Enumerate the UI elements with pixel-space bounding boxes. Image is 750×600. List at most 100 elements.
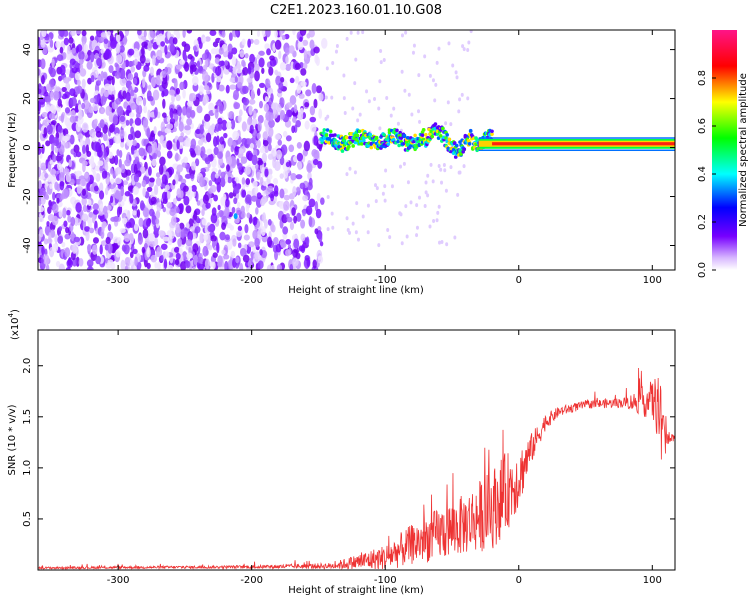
heatmap-cell: [209, 30, 217, 37]
heatmap-cell: [406, 180, 410, 185]
heatmap-cell: [426, 173, 430, 178]
heatmap-cell: [331, 61, 335, 66]
heatmap-cell: [254, 237, 260, 248]
heatmap-cell: [255, 207, 259, 215]
heatmap-cell: [152, 152, 158, 160]
heatmap-cell: [237, 147, 244, 154]
heatmap-cell: [153, 106, 158, 118]
heatmap-cell: [60, 113, 65, 123]
heatmap-cell: [351, 221, 355, 226]
heatmap-cell: [136, 161, 140, 169]
heatmap-cell: [220, 171, 226, 179]
heatmap-cell: [217, 204, 221, 211]
heatmap-cell: [58, 263, 65, 270]
heatmap-cell: [95, 173, 101, 182]
heatmap-cell: [55, 41, 61, 49]
heatmap-cell: [44, 34, 50, 41]
heatmap-cell: [161, 70, 167, 79]
heatmap-cell: [132, 248, 138, 255]
heatmap-cell: [204, 113, 211, 122]
heatmap-cell: [153, 184, 159, 195]
heatmap-cell: [70, 97, 77, 107]
heatmap-cell: [236, 209, 242, 216]
heatmap-cell: [50, 173, 57, 184]
heatmap-cell: [99, 182, 104, 193]
heatmap-cell: [121, 217, 128, 225]
heatmap-cell: [210, 213, 218, 224]
heatmap-cell: [197, 256, 204, 264]
heatmap-cell: [340, 149, 345, 153]
heatmap-cell: [117, 105, 124, 117]
heatmap-cell: [379, 49, 383, 54]
heatmap-cell: [195, 190, 199, 202]
heatmap-cell: [230, 145, 235, 153]
heatmap-cell: [123, 244, 130, 255]
heatmap-cell: [127, 73, 134, 81]
heatmap-cell: [247, 66, 252, 75]
heatmap-cell: [130, 65, 136, 73]
heatmap-cell: [227, 260, 232, 267]
heatmap-cell: [38, 179, 42, 190]
heatmap-cell: [217, 151, 223, 159]
heatmap-cell: [400, 241, 404, 246]
heatmap-cell: [246, 117, 252, 126]
heatmap-cell: [245, 203, 250, 213]
heatmap-cell: [134, 130, 142, 139]
heatmap-cell: [66, 209, 71, 216]
heatmap-cell: [438, 134, 443, 138]
heatmap-cell: [366, 203, 370, 208]
heatmap-cell: [296, 186, 300, 192]
heatmap-cell: [202, 70, 209, 82]
heatmap-cell: [147, 145, 153, 154]
heatmap-cell: [403, 88, 407, 93]
heatmap-cell: [434, 82, 438, 87]
heatmap-cell: [311, 82, 317, 94]
heatmap-cell: [428, 73, 432, 78]
heatmap-cell: [300, 68, 307, 76]
heatmap-cell: [224, 260, 229, 270]
heatmap-cell: [135, 96, 143, 106]
heatmap-cell: [63, 37, 69, 46]
heatmap-cell: [71, 47, 76, 54]
heatmap-cell: [133, 223, 139, 232]
heatmap-cell: [191, 190, 197, 198]
heatmap-cell: [295, 120, 301, 128]
heatmap-cell: [345, 216, 349, 221]
colorbar-tick-label: 0.0: [697, 262, 708, 278]
heatmap-cell: [79, 68, 87, 77]
heatmap-cell: [275, 243, 282, 253]
heatmap-cell: [361, 30, 365, 35]
heatmap-cell: [54, 233, 58, 244]
heatmap-cell: [241, 38, 246, 46]
heatmap-cell: [377, 243, 381, 248]
heatmap-cell: [383, 184, 387, 189]
heatmap-cell: [193, 210, 198, 221]
heatmap-cell: [223, 254, 230, 260]
heatmap-cell: [54, 146, 58, 154]
heatmap-cell: [285, 63, 292, 72]
heatmap-cell: [468, 129, 473, 133]
y-scale-exponent: 4: [7, 312, 15, 317]
heatmap-cell: [218, 210, 224, 218]
heatmap-cell: [447, 137, 452, 142]
heatmap-cell: [246, 77, 253, 83]
heatmap-cell: [131, 149, 135, 155]
heatmap-cell: [202, 94, 209, 104]
heatmap-cell: [252, 180, 258, 188]
heatmap-cell: [285, 55, 289, 64]
heatmap-cell: [76, 79, 81, 86]
heatmap-cell: [115, 249, 121, 258]
heatmap-cell: [273, 236, 279, 245]
heatmap-cell: [184, 125, 191, 131]
heatmap-cell: [178, 135, 185, 143]
heatmap-cell: [423, 54, 427, 59]
heatmap-cell: [119, 77, 127, 87]
heatmap-cell: [207, 224, 215, 233]
heatmap-cell: [120, 163, 126, 174]
heatmap-cell: [250, 89, 255, 100]
heatmap-cell: [318, 233, 323, 243]
heatmap-cell: [101, 223, 105, 233]
heatmap-cell: [306, 33, 311, 39]
heatmap-cell: [100, 32, 107, 38]
heatmap-cell: [179, 59, 186, 65]
